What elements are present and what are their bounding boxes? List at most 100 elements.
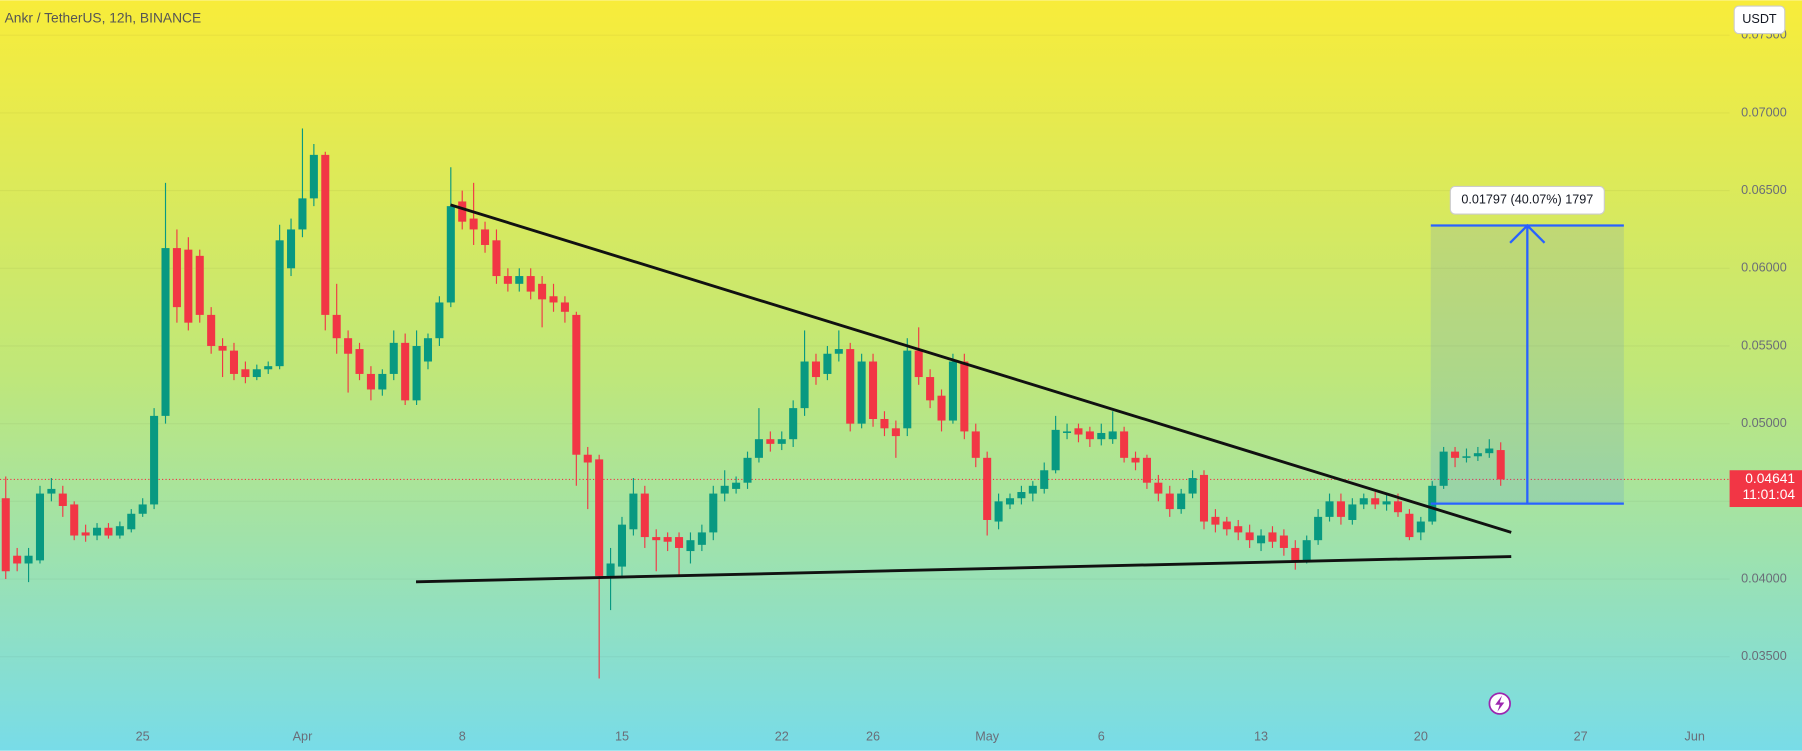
candle-body bbox=[344, 338, 353, 354]
candle-body bbox=[1439, 451, 1448, 486]
y-tick-label: 0.03500 bbox=[1741, 649, 1787, 663]
trend-line-upper bbox=[450, 203, 1512, 534]
candle-body bbox=[914, 350, 923, 378]
candle-body bbox=[298, 198, 307, 230]
candle-body bbox=[606, 563, 615, 576]
price-countdown: 11:01:04 bbox=[1742, 487, 1795, 502]
candle-body bbox=[1291, 547, 1300, 561]
candle-body bbox=[1051, 429, 1060, 471]
candle-body bbox=[446, 206, 455, 303]
price-label-box bbox=[1729, 470, 1802, 508]
candle-body bbox=[869, 361, 878, 419]
candle-body bbox=[412, 345, 421, 401]
candle-body bbox=[378, 373, 387, 390]
x-axis: 25 Apr 8 15 22 26 May 6 13 20 27 Jun bbox=[136, 729, 1705, 743]
candle-body bbox=[172, 248, 181, 308]
measure-label: 0.01797 (40.07%) 1797 bbox=[1461, 193, 1593, 207]
lightning-icon[interactable] bbox=[1488, 692, 1511, 715]
candle-body bbox=[1005, 498, 1015, 505]
y-tick-label: 0.05500 bbox=[1741, 338, 1787, 352]
candle-body bbox=[138, 504, 147, 514]
candle-body bbox=[823, 353, 832, 374]
candle-body bbox=[834, 349, 843, 354]
x-tick-label: Apr bbox=[293, 729, 313, 743]
candle-body bbox=[880, 418, 889, 429]
x-tick-label: May bbox=[975, 729, 1000, 743]
candle-body bbox=[766, 439, 775, 444]
candle-body bbox=[1211, 516, 1220, 525]
chart-title: Ankr / TetherUS, 12h, BINANCE bbox=[5, 10, 202, 25]
candle-body bbox=[1017, 492, 1026, 499]
x-tick-label: 8 bbox=[459, 729, 466, 743]
candle-body bbox=[355, 349, 364, 374]
candle-body bbox=[1371, 498, 1380, 505]
x-tick-label: 6 bbox=[1098, 729, 1105, 743]
candle-body bbox=[150, 415, 159, 505]
measure-arrow-head bbox=[1509, 223, 1546, 244]
candle-body bbox=[13, 555, 22, 564]
candle-body bbox=[264, 366, 273, 370]
candle-body bbox=[629, 493, 638, 530]
candle-body bbox=[1416, 521, 1425, 533]
x-tick-label: 20 bbox=[1414, 729, 1428, 743]
candle-body bbox=[1165, 493, 1174, 510]
candle-body bbox=[1302, 540, 1311, 561]
candle-body bbox=[1154, 482, 1163, 494]
candle-body bbox=[93, 527, 102, 536]
candle-body bbox=[1451, 451, 1460, 458]
candle-body bbox=[1393, 501, 1403, 513]
candle-body bbox=[617, 524, 627, 567]
candle-body bbox=[720, 485, 729, 494]
candle-body bbox=[1131, 457, 1140, 463]
candle-body bbox=[207, 314, 216, 346]
candle-body bbox=[1279, 535, 1288, 548]
candle-body bbox=[960, 361, 969, 432]
candle-body bbox=[1462, 456, 1471, 458]
candle-body bbox=[789, 408, 798, 440]
candle-body bbox=[1074, 428, 1083, 435]
x-tick-label: 13 bbox=[1254, 729, 1268, 743]
candle-body bbox=[389, 342, 398, 374]
candle-body bbox=[1120, 431, 1129, 458]
candle-body bbox=[1097, 432, 1106, 440]
candle-body bbox=[1314, 516, 1323, 541]
candle-body bbox=[595, 459, 604, 576]
currency-button[interactable] bbox=[1733, 5, 1786, 35]
candle-body bbox=[549, 296, 558, 303]
candle-body bbox=[640, 493, 649, 538]
candle-body bbox=[24, 555, 33, 564]
candle-body bbox=[503, 276, 512, 284]
candle-body bbox=[948, 361, 957, 421]
candle-body bbox=[161, 248, 170, 416]
candle-body bbox=[229, 350, 239, 374]
candle-body bbox=[926, 377, 935, 401]
y-tick-label: 0.06500 bbox=[1741, 183, 1787, 197]
candle-body bbox=[675, 537, 684, 548]
candle-body bbox=[1, 498, 10, 572]
candle-body bbox=[1177, 493, 1186, 510]
candle-body bbox=[697, 532, 706, 545]
candle-body bbox=[481, 229, 490, 245]
candle-body bbox=[937, 395, 946, 421]
candle-body bbox=[127, 513, 136, 530]
candle-body bbox=[652, 537, 661, 541]
candle-body bbox=[1245, 532, 1254, 541]
candle-body bbox=[515, 276, 524, 284]
candle-body bbox=[686, 540, 695, 552]
candle-body bbox=[971, 431, 980, 458]
candle-body bbox=[1405, 513, 1414, 538]
candle-body bbox=[70, 504, 79, 536]
candle-body bbox=[275, 240, 284, 367]
currency-label[interactable]: USDT bbox=[1742, 12, 1777, 26]
candle-body bbox=[1485, 448, 1494, 454]
candle-body bbox=[458, 201, 467, 222]
y-tick-label: 0.04000 bbox=[1741, 571, 1787, 585]
x-tick-label: Jun bbox=[1685, 729, 1705, 743]
candle-body bbox=[195, 255, 204, 315]
candle-body bbox=[709, 493, 718, 533]
candle-body bbox=[1359, 498, 1368, 505]
candle-body bbox=[332, 314, 341, 339]
candle-body bbox=[252, 369, 261, 378]
